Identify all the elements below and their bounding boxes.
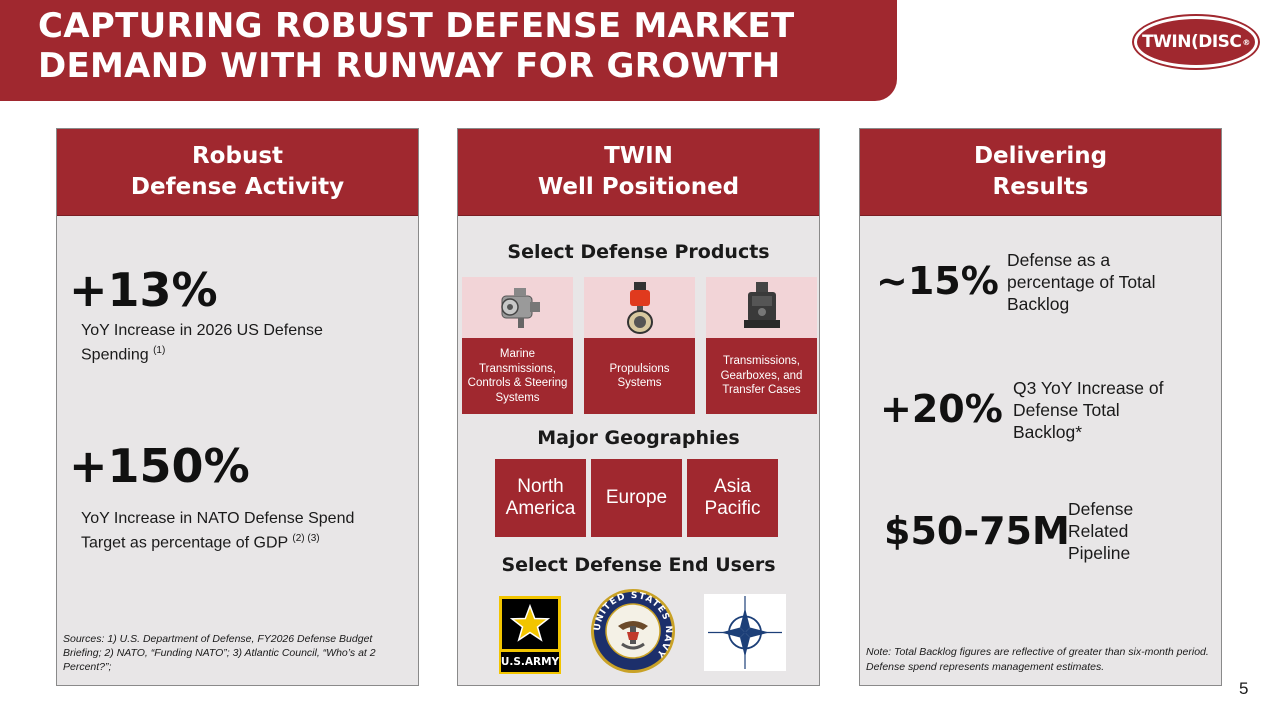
title-line-2: DEMAND WITH RUNWAY FOR GROWTH bbox=[38, 46, 781, 86]
geography-europe: Europe bbox=[591, 459, 682, 537]
panel-heading-line-1: TWIN bbox=[604, 143, 673, 169]
panel-heading-line-1: Robust bbox=[191, 143, 284, 169]
nato-compass-icon bbox=[708, 596, 782, 669]
page-number: 5 bbox=[1239, 679, 1249, 698]
stat-defense-pipeline: $50-75M bbox=[884, 509, 1070, 553]
logo-badge: TWIN(DISC ® bbox=[1137, 19, 1255, 65]
logo-registered: ® bbox=[1242, 37, 1250, 47]
panel-heading: TWIN Well Positioned bbox=[458, 129, 819, 216]
product-marine-transmissions: Marine Transmissions, Controls & Steerin… bbox=[462, 277, 573, 414]
product-label: Marine Transmissions, Controls & Steerin… bbox=[462, 338, 573, 414]
geographies-section-title: Major Geographies bbox=[537, 427, 740, 449]
product-propulsion-systems: Propulsions Systems bbox=[584, 277, 695, 414]
army-text: U.S.ARMY bbox=[499, 652, 561, 674]
product-label: Transmissions, Gearboxes, and Transfer C… bbox=[706, 338, 817, 414]
propulsion-system-icon bbox=[584, 277, 695, 338]
stat-us-defense-description: YoY Increase in 2026 US Defense Spending… bbox=[81, 321, 371, 365]
panel-twin-well-positioned: TWIN Well Positioned Select Defense Prod… bbox=[457, 128, 820, 686]
panel-heading: Delivering Results bbox=[860, 129, 1221, 216]
product-transmissions-gearboxes: Transmissions, Gearboxes, and Transfer C… bbox=[706, 277, 817, 414]
geography-asia-pacific: Asia Pacific bbox=[687, 459, 778, 537]
stat-nato-desc-text: YoY Increase in NATO Defense Spend Targe… bbox=[81, 510, 355, 552]
panel-heading-line-2: Well Positioned bbox=[537, 174, 740, 200]
stat-nato-target-description: YoY Increase in NATO Defense Spend Targe… bbox=[81, 509, 381, 553]
panel-robust-defense-activity: Robust Defense Activity +13% YoY Increas… bbox=[56, 128, 419, 686]
geo-line-1: North bbox=[517, 476, 564, 497]
stat-us-defense-increase: +13% bbox=[69, 263, 218, 317]
product-label: Propulsions Systems bbox=[584, 338, 695, 414]
geo-line-2: America bbox=[505, 498, 576, 519]
end-users-section-title: Select Defense End Users bbox=[501, 554, 776, 576]
stat-defense-backlog-increase-desc: Q3 YoY Increase of Defense Total Backlog… bbox=[1013, 378, 1164, 442]
panel-delivering-results: Delivering Results ~15% Defense as a per… bbox=[859, 128, 1222, 686]
stat-defense-pipeline-desc: Defense Related Pipeline bbox=[1068, 499, 1134, 563]
stat-defense-backlog-share-desc: Defense as a percentage of Total Backlog bbox=[1007, 250, 1156, 314]
panel-heading: Robust Defense Activity bbox=[57, 129, 418, 216]
panel-heading-line-2: Results bbox=[992, 174, 1089, 200]
us-army-logo: U.S.ARMY bbox=[499, 596, 561, 676]
panel-heading-line-2: Defense Activity bbox=[130, 174, 345, 200]
logo-text: TWIN(DISC bbox=[1142, 32, 1242, 52]
geo-line-1: Asia bbox=[714, 476, 751, 497]
products-section-title: Select Defense Products bbox=[507, 241, 770, 263]
geography-north-america: North America bbox=[495, 459, 586, 537]
geo-line-1: Europe bbox=[605, 487, 668, 508]
stat-defense-backlog-increase: +20% bbox=[880, 387, 1003, 431]
twin-disc-logo: TWIN(DISC ® bbox=[1132, 14, 1260, 70]
marine-transmission-icon bbox=[462, 277, 573, 338]
stat-defense-backlog-share: ~15% bbox=[876, 259, 999, 303]
footnote-ref: (2) (3) bbox=[292, 533, 320, 544]
gearbox-icon bbox=[706, 277, 817, 338]
backlog-note: Note: Total Backlog figures are reflecti… bbox=[866, 646, 1209, 673]
footnote-ref: (1) bbox=[153, 345, 166, 356]
geo-line-2: Pacific bbox=[704, 498, 761, 519]
sources-footnote: Sources: 1) U.S. Department of Defense, … bbox=[63, 633, 376, 673]
title-bar: CAPTURING ROBUST DEFENSE MARKET DEMAND W… bbox=[0, 0, 897, 101]
nato-emblem bbox=[704, 594, 786, 671]
title-line-1: CAPTURING ROBUST DEFENSE MARKET bbox=[38, 6, 795, 46]
panel-heading-line-1: Delivering bbox=[973, 143, 1108, 169]
stat-us-defense-desc-text: YoY Increase in 2026 US Defense Spending bbox=[81, 322, 323, 364]
army-star-icon bbox=[499, 596, 561, 652]
us-navy-seal: UNITED STATES NAVY bbox=[590, 588, 676, 674]
stat-nato-target-increase: +150% bbox=[69, 439, 250, 493]
